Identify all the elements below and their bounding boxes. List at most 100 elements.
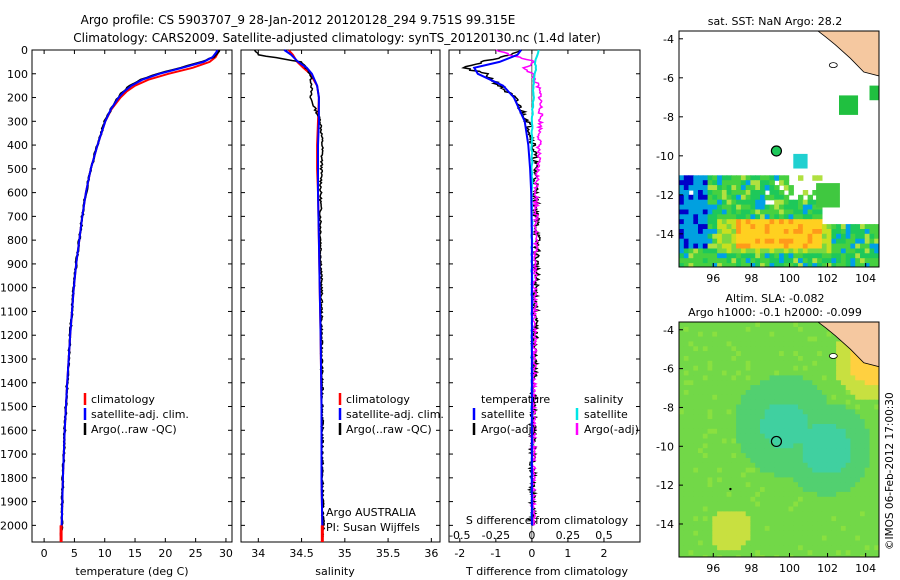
sst-pixel <box>760 204 766 211</box>
sla-pixel <box>850 356 856 362</box>
sla-pixel <box>850 365 856 372</box>
sst-pixel <box>736 214 742 220</box>
sla-pixel <box>774 535 780 542</box>
sla-pixel <box>769 365 775 372</box>
sla-pixel <box>702 438 709 444</box>
sla-pixel <box>860 448 866 454</box>
sla-pixel <box>783 326 790 333</box>
sst-pixel <box>726 258 732 264</box>
sst-pixel <box>764 258 771 264</box>
sla-pixel <box>731 448 737 454</box>
sla-pixel <box>745 414 752 420</box>
sla-pixel <box>817 370 823 377</box>
salinity-lines <box>253 49 326 542</box>
sla-pixel <box>698 404 704 410</box>
sla-pixel <box>760 448 766 454</box>
sla-pixel <box>826 428 832 435</box>
sla-pixel <box>755 385 761 391</box>
sst-pixel <box>764 253 771 259</box>
sla-pixel <box>840 375 847 381</box>
sla-pixel <box>826 506 832 512</box>
sla-pixel <box>821 555 828 557</box>
sla-pixel <box>726 326 732 333</box>
sla-pixel <box>702 443 709 449</box>
sla-pixel <box>826 545 832 551</box>
sla-pixel <box>750 540 756 546</box>
sst-pixel <box>760 185 766 191</box>
sst-pixel <box>802 214 809 220</box>
sst-pixel <box>760 180 766 186</box>
y-tick-label: 600 <box>7 187 28 200</box>
sla-pixel <box>764 419 771 425</box>
sla-pixel <box>764 511 771 517</box>
sla-pixel <box>840 390 847 396</box>
sla-pixel <box>788 438 794 444</box>
sla-pixel <box>845 394 852 401</box>
sla-pixel <box>779 477 785 483</box>
sla-pixel <box>855 511 861 517</box>
sla-pixel <box>817 409 823 415</box>
sla-pixel <box>864 472 871 478</box>
sla-pixel <box>745 506 752 512</box>
sla-pixel <box>736 458 742 464</box>
sla-pixel <box>693 424 699 430</box>
sla-pixel <box>793 491 799 498</box>
sla-pixel <box>740 409 747 415</box>
sla-pixel <box>817 443 823 449</box>
sla-pixel <box>845 409 852 415</box>
sla-pixel <box>764 346 771 352</box>
sla-pixel <box>798 550 804 556</box>
sla-pixel <box>760 462 766 469</box>
sst-pixel <box>688 180 694 186</box>
sla-pixel <box>702 472 709 478</box>
sst-pixel <box>726 194 732 201</box>
x-tick-label: -2 <box>454 547 465 560</box>
sla-pixel <box>717 346 723 352</box>
sst-pixel <box>731 248 737 254</box>
sst-pixel <box>717 248 723 254</box>
sla-pixel <box>755 448 761 454</box>
sla-pixel <box>764 404 771 410</box>
sla-pixel <box>836 424 842 430</box>
sst-pixel <box>836 233 842 240</box>
map-y-tick-label: -12 <box>656 479 674 492</box>
sla-pixel <box>807 380 813 386</box>
sla-pixel <box>717 404 723 410</box>
sla-pixel <box>850 540 856 546</box>
sla-pixel <box>798 530 804 537</box>
sst-pixel <box>679 243 685 250</box>
sla-pixel <box>755 482 761 488</box>
x-tick-label: 20 <box>158 547 172 560</box>
sla-pixel <box>802 477 809 483</box>
sla-pixel <box>869 424 875 430</box>
sst-pixel <box>760 258 766 264</box>
sla-pixel <box>798 458 804 464</box>
sst-pixel <box>783 180 790 186</box>
sla-pixel <box>750 555 756 557</box>
sla-pixel <box>840 356 847 362</box>
sla-pixel <box>707 326 713 333</box>
sla-pixel <box>679 545 685 551</box>
sla-pixel <box>802 341 809 347</box>
sla-pixel <box>707 487 713 493</box>
sla-pixel <box>693 516 699 522</box>
sst-pixel <box>774 243 780 250</box>
sla-pixel <box>740 540 747 546</box>
sla-pixel <box>755 404 761 410</box>
sla-pixel <box>807 419 813 425</box>
sla-pixel <box>745 555 752 557</box>
sla-pixel <box>750 322 756 328</box>
sla-pixel <box>679 360 685 367</box>
sla-pixel <box>769 390 775 396</box>
sla-pixel <box>764 458 771 464</box>
sla-pixel <box>712 535 718 542</box>
sla-pixel <box>845 535 852 542</box>
sla-map-title-1: Altim. SLA: -0.082 <box>725 292 824 305</box>
sla-pixel <box>869 521 875 527</box>
sla-pixel <box>731 346 737 352</box>
sla-pixel <box>721 394 728 401</box>
sla-pixel <box>736 370 742 377</box>
sla-pixel <box>740 380 747 386</box>
sst-pixel <box>712 263 718 267</box>
sla-pixel <box>698 472 704 478</box>
